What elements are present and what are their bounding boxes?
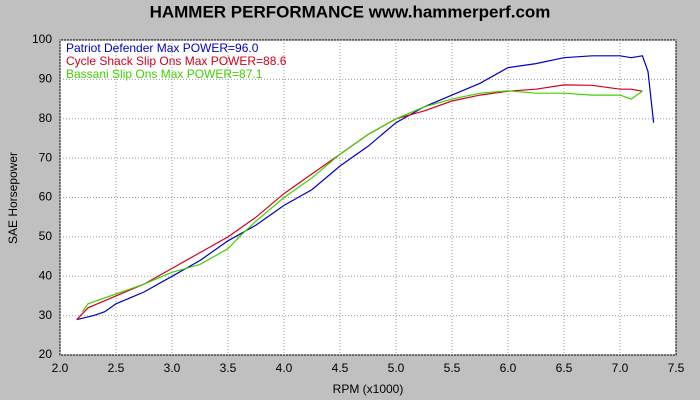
chart-title: HAMMER PERFORMANCE www.hammerperf.com [150,2,551,21]
y-tick-label: 40 [39,268,53,282]
plot-area [59,39,677,356]
x-tick-label: 5.0 [388,361,405,375]
series-line [81,90,643,313]
x-tick-label: 3.5 [220,361,237,375]
x-tick-label: 6.0 [500,361,517,375]
y-axis-label: SAE Horsepower [6,152,20,244]
x-tick-label: 4.5 [332,361,349,375]
x-tick-label: 2.0 [52,361,69,375]
y-tick-label: 30 [39,308,53,322]
series-line [76,55,655,321]
x-axis-label: RPM (x1000) [333,382,404,396]
x-tick-label: 3.0 [164,361,181,375]
legend-entry: Patriot Defender Max POWER=96.0 [66,41,259,55]
x-tick-label: 5.5 [444,361,461,375]
x-tick-label: 7.0 [612,361,629,375]
x-tick-label: 4.0 [276,361,293,375]
y-tick-label: 90 [39,72,53,86]
y-tick-label: 20 [39,347,53,361]
y-tick-label: 60 [39,190,53,204]
legend-entry: Bassani Slip Ons Max POWER=87.1 [66,67,263,81]
y-tick-label: 80 [39,111,53,125]
y-tick-label: 70 [39,150,53,164]
y-tick-label: 50 [39,229,53,243]
legend-entry: Cycle Shack Slip Ons Max POWER=88.6 [66,54,287,68]
y-tick-label: 100 [32,32,52,46]
x-tick-label: 6.5 [556,361,573,375]
x-tick-label: 7.5 [668,361,685,375]
x-tick-label: 2.5 [108,361,125,375]
